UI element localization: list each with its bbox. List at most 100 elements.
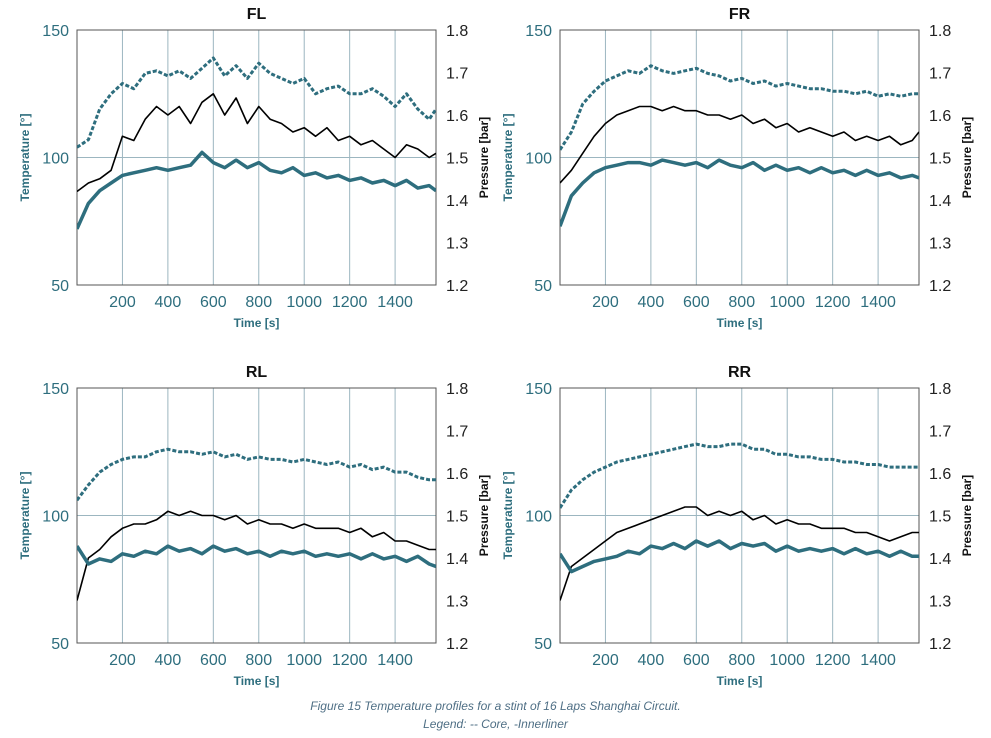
chart-panel-fr: 200 400 600 800 1000 1200 1400 50 100 150 1.2 1.3 1.… (501, 6, 974, 330)
y-axis-label: Temperature [°] (501, 472, 515, 560)
y2-tick-label: 1.2 (929, 636, 951, 653)
y2-tick-label: 1.7 (446, 66, 468, 83)
y2-tick-label: 1.2 (446, 278, 468, 295)
y-tick-label: 100 (525, 509, 552, 526)
x-axis-label: Time [s] (717, 674, 763, 688)
y-axis-label: Temperature [°] (18, 114, 32, 202)
x-tick-label: 1400 (860, 294, 896, 311)
y2-tick-label: 1.7 (929, 66, 951, 83)
x-tick-label: 200 (592, 294, 619, 311)
y2-tick-label: 1.4 (446, 551, 468, 568)
series-line-core (77, 447, 436, 502)
plot-frame (559, 29, 920, 286)
y-axis-label: Temperature [°] (501, 114, 515, 202)
y-tick-label: 100 (42, 509, 69, 526)
plot-frame (76, 387, 437, 644)
x-axis-label: Time [s] (234, 316, 280, 330)
chart-title: RL (246, 364, 268, 381)
y2-tick-label: 1.6 (929, 108, 951, 125)
x-axis-label: Time [s] (717, 316, 763, 330)
x-tick-label: 400 (638, 294, 665, 311)
y2-tick-label: 1.3 (446, 236, 468, 253)
plot-frame (76, 29, 437, 286)
series-group (560, 64, 919, 227)
y2-tick-label: 1.3 (446, 594, 468, 611)
series-line-innerliner (77, 93, 436, 193)
y2-tick-label: 1.4 (446, 193, 468, 210)
x-tick-label: 600 (200, 294, 227, 311)
y-tick-label: 50 (534, 278, 552, 295)
x-tick-label: 800 (245, 652, 272, 669)
y-tick-label: 150 (525, 23, 552, 40)
x-tick-label: 1000 (286, 294, 322, 311)
y-tick-label: 100 (42, 151, 69, 168)
y2-tick-label: 1.2 (446, 636, 468, 653)
y-tick-label: 150 (42, 381, 69, 398)
series-line-core (560, 442, 919, 509)
series-group (77, 447, 436, 601)
y2-tick-label: 1.8 (446, 23, 468, 40)
series-group (560, 442, 919, 601)
x-tick-label: 1200 (332, 652, 368, 669)
chart-title: FR (729, 6, 751, 23)
y-tick-label: 150 (42, 23, 69, 40)
x-tick-label: 1000 (286, 652, 322, 669)
y-tick-label: 50 (51, 636, 69, 653)
x-tick-label: 1400 (860, 652, 896, 669)
y2-tick-label: 1.5 (929, 509, 951, 526)
y2-tick-label: 1.6 (929, 466, 951, 483)
x-tick-label: 1200 (332, 294, 368, 311)
y2-tick-label: 1.3 (929, 594, 951, 611)
series-line-innerliner-temperature (560, 158, 919, 227)
chart-panel-fl: 200 400 600 800 1000 1200 1400 50 100 150 1.2 1.3 1.… (18, 6, 491, 330)
y2-tick-label: 1.8 (446, 381, 468, 398)
y2-tick-label: 1.2 (929, 278, 951, 295)
y2-tick-label: 1.8 (929, 23, 951, 40)
y2-tick-label: 1.4 (929, 551, 951, 568)
x-tick-label: 1200 (815, 652, 851, 669)
y2-tick-label: 1.6 (446, 466, 468, 483)
y2-tick-label: 1.3 (929, 236, 951, 253)
figure-caption: Figure 15 Temperature profiles for a sti… (310, 699, 681, 713)
chart-panel-rr: 200 400 600 800 1000 1200 1400 50 100 150 1.2 1.3 1.… (501, 364, 974, 688)
x-tick-label: 1000 (769, 652, 805, 669)
y-tick-label: 100 (525, 151, 552, 168)
y2-tick-label: 1.8 (929, 381, 951, 398)
y2-tick-label: 1.5 (446, 151, 468, 168)
y2-tick-label: 1.5 (929, 151, 951, 168)
x-axis-label: Time [s] (234, 674, 280, 688)
chart-grid: 200 400 600 800 1000 1200 1400 50 100 150 1.2 1.3 1.… (18, 6, 974, 688)
y2-axis-label: Pressure [bar] (477, 475, 491, 556)
x-tick-label: 200 (109, 652, 136, 669)
x-tick-label: 1400 (377, 294, 413, 311)
chart-title: RR (728, 364, 752, 381)
y-tick-label: 150 (525, 381, 552, 398)
series-line-core (77, 56, 436, 149)
y2-tick-label: 1.5 (446, 509, 468, 526)
x-tick-label: 600 (683, 652, 710, 669)
x-tick-label: 400 (155, 652, 182, 669)
x-tick-label: 600 (683, 294, 710, 311)
y2-tick-label: 1.4 (929, 193, 951, 210)
series-line-innerliner (560, 105, 919, 184)
x-tick-label: 400 (155, 294, 182, 311)
series-group (77, 56, 436, 230)
series-line-innerliner-temperature (77, 544, 436, 569)
x-tick-label: 200 (109, 294, 136, 311)
y-axis-label: Temperature [°] (18, 472, 32, 560)
series-line-innerliner-temperature (77, 150, 436, 230)
x-tick-label: 800 (728, 294, 755, 311)
series-line-core (560, 64, 919, 151)
x-tick-label: 1200 (815, 294, 851, 311)
y-tick-label: 50 (534, 636, 552, 653)
x-tick-label: 1000 (769, 294, 805, 311)
series-line-innerliner-temperature (560, 539, 919, 574)
y2-tick-label: 1.7 (929, 424, 951, 441)
series-line-innerliner (77, 510, 436, 601)
x-tick-label: 200 (592, 652, 619, 669)
y2-tick-label: 1.7 (446, 424, 468, 441)
x-tick-label: 600 (200, 652, 227, 669)
x-tick-label: 400 (638, 652, 665, 669)
plot-frame (559, 387, 920, 644)
